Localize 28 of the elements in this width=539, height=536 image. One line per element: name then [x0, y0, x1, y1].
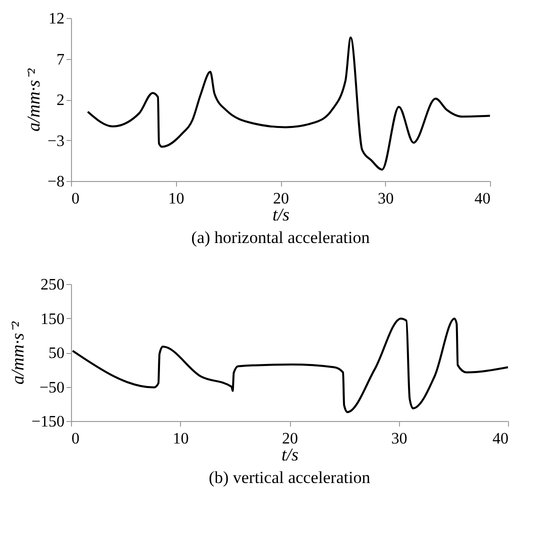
x-tick-label: 10 — [168, 190, 184, 208]
x-tick-label: 30 — [391, 430, 408, 448]
y-tick-label: 2 — [56, 92, 64, 109]
y-tick-label: −50 — [39, 379, 64, 396]
x-tick-label: 10 — [172, 430, 189, 448]
y-tick-label: 12 — [48, 10, 64, 28]
x-tick-label: 20 — [273, 190, 289, 208]
x-tick-label: 20 — [282, 430, 298, 448]
y-tick-label: −3 — [47, 132, 64, 150]
y-tick-label: −150 — [31, 414, 64, 430]
y-tick-label: 50 — [48, 345, 64, 362]
x-axis-title: t/s — [272, 204, 290, 224]
x-tick-label: 40 — [474, 190, 490, 208]
y-tick-label: 250 — [40, 276, 64, 294]
x-tick-label: 40 — [492, 430, 508, 448]
x-tick-label: 0 — [72, 190, 80, 208]
x-tick-label: 0 — [72, 430, 80, 448]
line-series — [72, 318, 508, 414]
y-tick-label: 150 — [40, 310, 64, 328]
y-axis-title: a/mm·s⁻² — [23, 68, 44, 132]
y-tick-label: 7 — [56, 51, 64, 68]
x-axis-title: t/s — [281, 444, 299, 464]
x-tick-label: 30 — [378, 190, 394, 208]
y-axis-title: a/mm·s⁻² — [7, 320, 28, 384]
line-series — [86, 36, 490, 171]
y-tick-label: −8 — [47, 174, 64, 190]
text: (b) vertical acceleration — [208, 468, 371, 487]
text: (a) horizontal acceleration — [191, 228, 370, 247]
